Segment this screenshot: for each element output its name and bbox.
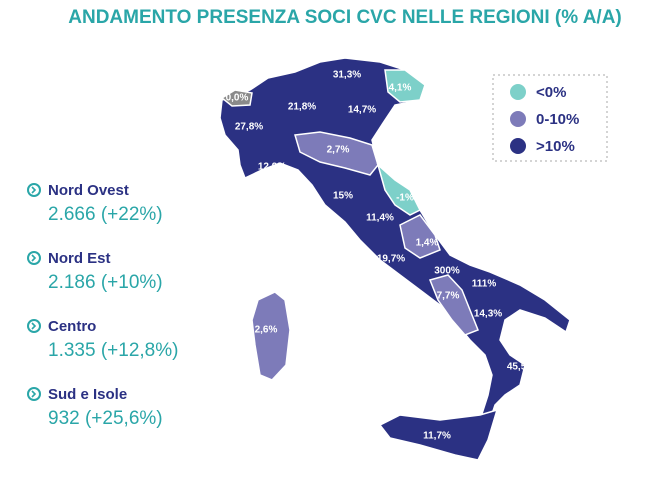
region-label: 15% [333,191,353,202]
region-label: 7,7% [437,291,460,302]
legend-box [492,74,608,162]
campania [428,274,479,336]
bullet [27,183,41,197]
legend-swatch [510,138,526,154]
area-value: 1.335 (+12,8%) [48,340,178,361]
friuli [384,69,426,103]
region-label: -1% [396,193,414,204]
marche [376,162,422,216]
region-label: 14,7% [348,105,376,116]
region-label: 21,8% [288,102,316,113]
area-name: Centro [48,318,96,335]
area-value: 2.186 (+10%) [48,272,163,293]
bullet-arrow [31,390,37,398]
region-labels: 0,0% 27,8% 21,8% 31,3% 4,1% 14,7% 12,9% 2,7% 15%… [226,70,536,442]
region-label: 14,3% [474,309,502,320]
region-label: 2,6% [255,325,278,336]
emilia [294,131,379,176]
region-label: 19,7% [377,254,405,265]
area-value: 2.666 (+22%) [48,204,163,225]
region-label: 27,8% [235,122,263,133]
title: ANDAMENTO PRESENZA SOCI CVC NELLE REGION… [68,7,622,28]
region-label: 31,3% [333,70,361,81]
bullet [27,251,41,265]
region-label: 300% [434,266,460,277]
region-label: 12,9% [258,162,286,173]
area-name: Sud e Isole [48,386,127,403]
legend-label: <0% [536,84,566,101]
legend: <0% 0-10% >10% [510,84,579,155]
bullet [27,319,41,333]
bullet [27,387,41,401]
sicily [378,408,499,461]
bullet-arrow [31,254,37,262]
region-label: 1,4% [416,238,439,249]
legend-label: >10% [536,138,575,155]
italy-map [219,57,571,461]
area-name: Nord Est [48,250,111,267]
region-label: 0,0% [226,93,249,104]
region-label: 111% [472,279,497,290]
legend-swatch [510,84,526,100]
bullet-arrow [31,322,37,330]
region-label: 11,4% [366,213,394,224]
abruzzo [399,214,441,259]
legend-swatch [510,111,526,127]
region-label: 4,1% [389,83,412,94]
region-label: 11,7% [423,431,451,442]
bullet-arrow [31,186,37,194]
valle-aosta [220,89,253,107]
area-name: Nord Ovest [48,182,129,199]
region-label: 2,7% [327,145,350,156]
legend-label: 0-10% [536,111,579,128]
region-label: 45,5% [507,362,535,373]
area-list: Nord Ovest 2.666 (+22%) Nord Est 2.186 (+10… [27,182,178,429]
sardinia [251,291,291,381]
area-value: 932 (+25,6%) [48,408,163,429]
